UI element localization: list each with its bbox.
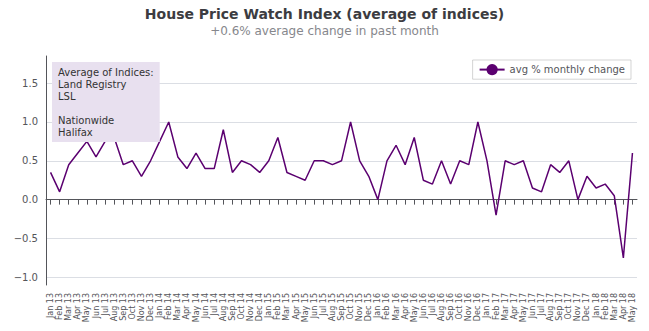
svg-text:Jul 17: Jul 17 [537, 293, 546, 316]
svg-text:1.0: 1.0 [22, 116, 38, 127]
svg-text:Feb 16: Feb 16 [382, 293, 391, 320]
svg-text:Mar 18: Mar 18 [610, 293, 619, 321]
svg-text:Jan 14: Jan 14 [155, 293, 164, 319]
svg-text:Jan 16: Jan 16 [373, 293, 382, 319]
svg-text:+0.6% average change in past m: +0.6% average change in past month [210, 24, 439, 38]
svg-text:Aug 15: Aug 15 [328, 293, 337, 321]
svg-text:Jun 15: Jun 15 [310, 293, 319, 319]
svg-text:Oct 16: Oct 16 [455, 293, 464, 320]
svg-text:Sep 15: Sep 15 [337, 293, 346, 321]
svg-text:Jun 17: Jun 17 [528, 293, 537, 319]
svg-text:Jun 14: Jun 14 [201, 293, 210, 319]
svg-text:House Price Watch Index (avera: House Price Watch Index (average of indi… [145, 6, 504, 22]
svg-text:Dec 13: Dec 13 [146, 293, 155, 321]
svg-text:Dec 17: Dec 17 [582, 293, 591, 321]
svg-text:Feb 17: Feb 17 [492, 293, 501, 320]
svg-text:Feb 13: Feb 13 [55, 293, 64, 320]
svg-text:Sep 16: Sep 16 [446, 293, 455, 321]
svg-text:Aug 13: Aug 13 [110, 293, 119, 321]
svg-text:LSL: LSL [58, 91, 76, 102]
svg-text:Dec 14: Dec 14 [255, 293, 264, 321]
svg-text:Mar 17: Mar 17 [501, 293, 510, 321]
svg-text:Jun 13: Jun 13 [92, 293, 101, 319]
svg-text:Jul 13: Jul 13 [101, 293, 110, 316]
svg-text:Mar 14: Mar 14 [173, 293, 182, 321]
svg-text:Mar 16: Mar 16 [392, 293, 401, 321]
svg-text:Feb 15: Feb 15 [273, 293, 282, 320]
svg-text:Sep 13: Sep 13 [119, 293, 128, 321]
svg-text:Jan 13: Jan 13 [46, 293, 55, 319]
svg-text:Apr 17: Apr 17 [510, 293, 519, 320]
svg-text:Aug 17: Aug 17 [546, 293, 555, 321]
svg-text:Dec 16: Dec 16 [473, 293, 482, 321]
svg-text:Jul 14: Jul 14 [210, 293, 219, 316]
svg-text:−0.5: −0.5 [14, 233, 38, 244]
svg-text:0.0: 0.0 [22, 194, 38, 205]
svg-text:Nov 15: Nov 15 [355, 293, 364, 321]
svg-text:Apr 18: Apr 18 [619, 293, 628, 320]
svg-text:Jan 18: Jan 18 [592, 293, 601, 319]
svg-text:Nov 16: Nov 16 [464, 293, 473, 321]
svg-text:Sep 17: Sep 17 [555, 293, 564, 321]
svg-text:May 17: May 17 [519, 293, 528, 322]
svg-text:Jul 16: Jul 16 [428, 293, 437, 316]
svg-text:Oct 13: Oct 13 [128, 293, 137, 320]
svg-text:Jan 17: Jan 17 [482, 293, 491, 319]
svg-text:Aug 14: Aug 14 [219, 293, 228, 321]
svg-text:Average of Indices:: Average of Indices: [58, 67, 154, 78]
svg-text:Land Registry: Land Registry [58, 79, 127, 90]
svg-text:−1.0: −1.0 [14, 272, 38, 283]
svg-text:1.5: 1.5 [22, 78, 38, 89]
svg-text:Jul 15: Jul 15 [319, 293, 328, 316]
svg-text:May 15: May 15 [301, 293, 310, 322]
svg-text:Mar 13: Mar 13 [64, 293, 73, 321]
svg-text:Nationwide: Nationwide [58, 115, 114, 126]
svg-text:avg % monthly change: avg % monthly change [510, 64, 625, 75]
svg-text:Oct 15: Oct 15 [346, 293, 355, 320]
svg-text:Apr 16: Apr 16 [401, 293, 410, 320]
svg-text:Jan 15: Jan 15 [264, 293, 273, 319]
svg-text:Halifax: Halifax [58, 127, 93, 138]
svg-text:Apr 13: Apr 13 [73, 293, 82, 320]
svg-text:Feb 18: Feb 18 [601, 293, 610, 320]
svg-text:Apr 15: Apr 15 [292, 293, 301, 320]
svg-text:Oct 14: Oct 14 [237, 293, 246, 320]
svg-text:May 18: May 18 [628, 293, 637, 322]
svg-text:Oct 17: Oct 17 [564, 293, 573, 320]
svg-text:Sep 14: Sep 14 [228, 293, 237, 321]
svg-text:Mar 15: Mar 15 [282, 293, 291, 321]
svg-text:Feb 14: Feb 14 [164, 293, 173, 320]
svg-text:May 16: May 16 [410, 293, 419, 322]
svg-text:0.5: 0.5 [22, 155, 38, 166]
svg-text:Nov 13: Nov 13 [137, 293, 146, 321]
svg-text:Apr 14: Apr 14 [182, 293, 191, 320]
svg-text:May 13: May 13 [82, 293, 91, 322]
svg-text:Nov 14: Nov 14 [246, 293, 255, 321]
svg-text:Dec 15: Dec 15 [364, 293, 373, 321]
svg-text:Nov 17: Nov 17 [573, 293, 582, 321]
svg-text:May 14: May 14 [192, 293, 201, 322]
svg-text:Jun 16: Jun 16 [419, 293, 428, 319]
svg-text:Aug 16: Aug 16 [437, 293, 446, 321]
